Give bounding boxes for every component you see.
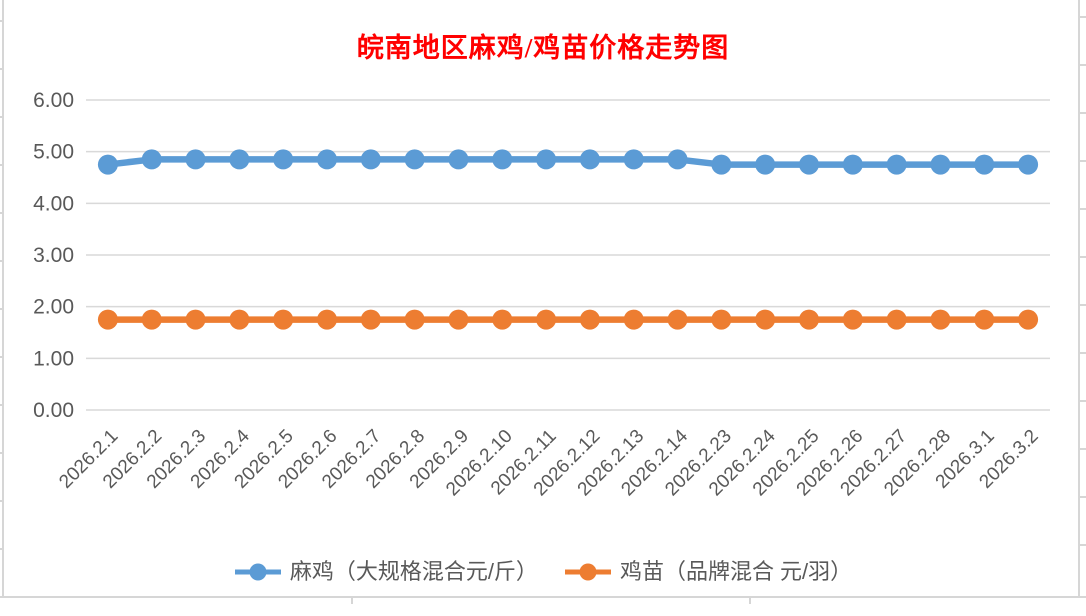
data-point-marker[interactable]	[667, 309, 688, 330]
y-tick-label: 0.00	[33, 399, 74, 422]
data-point-marker[interactable]	[141, 149, 162, 170]
sheet-gridline-right	[1078, 0, 1080, 598]
data-point-marker[interactable]	[799, 309, 819, 330]
y-tick-label: 4.00	[33, 192, 74, 215]
y-tick-label: 3.00	[33, 244, 74, 267]
series-line-0[interactable]	[107, 156, 1029, 168]
data-point-marker[interactable]	[536, 149, 557, 170]
data-point-marker[interactable]	[448, 309, 469, 330]
data-point-marker[interactable]	[404, 309, 425, 330]
legend-item-machicken[interactable]: 麻鸡（大规格混合元/斤）	[234, 561, 538, 583]
data-point-marker[interactable]	[317, 309, 337, 330]
data-point-marker[interactable]	[360, 149, 381, 170]
data-point-marker[interactable]	[755, 309, 776, 330]
legend-item-chick[interactable]: 鸡苗（品牌混合 元/羽）	[564, 561, 852, 583]
y-tick-label: 6.00	[33, 89, 74, 112]
data-point-marker[interactable]	[799, 154, 819, 175]
legend-label-chick: 鸡苗（品牌混合 元/羽）	[619, 559, 853, 584]
chart-title: 皖南地区麻鸡/鸡苗价格走势图	[356, 33, 730, 63]
legend-marker-chick-icon	[564, 563, 611, 581]
data-point-marker[interactable]	[536, 309, 557, 330]
data-point-marker[interactable]	[974, 309, 995, 330]
sheet-gridline-bottom	[0, 596, 1086, 598]
data-point-marker[interactable]	[623, 149, 644, 170]
data-point-marker[interactable]	[492, 149, 513, 170]
data-point-marker[interactable]	[579, 309, 600, 330]
data-point-marker[interactable]	[97, 309, 118, 330]
data-point-marker[interactable]	[273, 149, 294, 170]
data-point-marker[interactable]	[579, 149, 600, 170]
y-tick-label: 2.00	[33, 296, 74, 319]
data-point-marker[interactable]	[842, 309, 863, 330]
data-point-marker[interactable]	[755, 154, 776, 175]
data-point-marker[interactable]	[1018, 309, 1039, 330]
data-point-marker[interactable]	[930, 154, 951, 175]
data-point-marker[interactable]	[711, 154, 732, 175]
data-point-marker[interactable]	[930, 309, 951, 330]
data-point-marker[interactable]	[229, 309, 250, 330]
data-point-marker[interactable]	[842, 154, 863, 175]
chart-legend: 麻鸡（大规格混合元/斤） 鸡苗（品牌混合 元/羽）	[0, 553, 1086, 591]
data-point-marker[interactable]	[404, 149, 425, 170]
data-point-marker[interactable]	[886, 309, 907, 330]
data-point-marker[interactable]	[711, 309, 732, 330]
data-point-marker[interactable]	[229, 149, 250, 170]
y-tick-label: 1.00	[33, 347, 74, 370]
data-point-marker[interactable]	[448, 149, 469, 170]
data-point-marker[interactable]	[974, 154, 995, 175]
data-point-marker[interactable]	[886, 154, 907, 175]
data-point-marker[interactable]	[1018, 154, 1039, 175]
data-point-marker[interactable]	[185, 149, 206, 170]
y-tick-label: 5.00	[33, 141, 74, 164]
legend-marker-machicken-icon	[234, 563, 281, 581]
data-point-marker[interactable]	[97, 154, 118, 175]
legend-label-machicken: 麻鸡（大规格混合元/斤）	[289, 559, 538, 584]
data-point-marker[interactable]	[360, 309, 381, 330]
data-point-marker[interactable]	[141, 309, 162, 330]
sheet-gridline-left	[2, 0, 4, 598]
data-point-marker[interactable]	[273, 309, 294, 330]
data-point-marker[interactable]	[492, 309, 513, 330]
data-point-marker[interactable]	[317, 149, 337, 170]
data-point-marker[interactable]	[667, 149, 688, 170]
data-point-marker[interactable]	[623, 309, 644, 330]
data-point-marker[interactable]	[185, 309, 206, 330]
